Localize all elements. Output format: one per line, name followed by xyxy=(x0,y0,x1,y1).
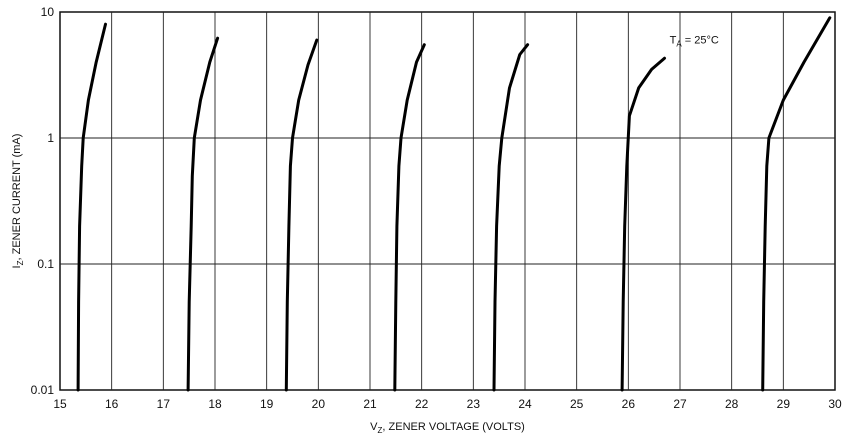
zener-curve-7 xyxy=(761,16,832,392)
x-tick-label: 20 xyxy=(312,397,326,411)
x-tick-label: 19 xyxy=(260,397,274,411)
x-tick-label: 24 xyxy=(518,397,532,411)
y-tick-label: 0.01 xyxy=(31,383,55,397)
x-tick-label: 26 xyxy=(622,397,636,411)
temperature-annotation: TA = 25°C xyxy=(670,35,719,49)
x-tick-labels: 15 16 17 18 19 20 21 22 23 24 25 26 27 28 29 30 xyxy=(53,397,842,411)
plot-area xyxy=(59,11,836,391)
zener-curve-2 xyxy=(186,36,220,392)
zener-curve-1 xyxy=(76,22,107,392)
x-tick-label: 29 xyxy=(777,397,791,411)
x-tick-label: 18 xyxy=(208,397,222,411)
x-tick-label: 25 xyxy=(570,397,584,411)
x-tick-label: 16 xyxy=(105,397,119,411)
y-axis-label: IZ, ZENER CURRENT (mA) xyxy=(11,134,25,269)
x-tick-label: 30 xyxy=(828,397,842,411)
y-tick-label: 10 xyxy=(41,5,55,19)
zener-curve-3 xyxy=(284,38,319,392)
zener-curve-5 xyxy=(492,43,530,392)
x-tick-label: 21 xyxy=(363,397,377,411)
x-tick-label: 15 xyxy=(53,397,67,411)
x-tick-label: 23 xyxy=(467,397,481,411)
gridlines xyxy=(60,12,835,390)
x-tick-label: 22 xyxy=(415,397,429,411)
zener-curve-4 xyxy=(393,43,426,392)
x-axis-label: VZ, ZENER VOLTAGE (VOLTS) xyxy=(370,421,525,435)
zener-curve-6 xyxy=(620,56,666,392)
x-tick-label: 27 xyxy=(673,397,687,411)
curve-layer xyxy=(76,16,832,392)
y-tick-label: 1 xyxy=(47,131,54,145)
x-tick-label: 17 xyxy=(157,397,171,411)
y-tick-label: 0.1 xyxy=(37,257,54,271)
x-tick-label: 28 xyxy=(725,397,739,411)
y-tick-labels: 0.01 0.1 1 10 xyxy=(31,5,55,397)
